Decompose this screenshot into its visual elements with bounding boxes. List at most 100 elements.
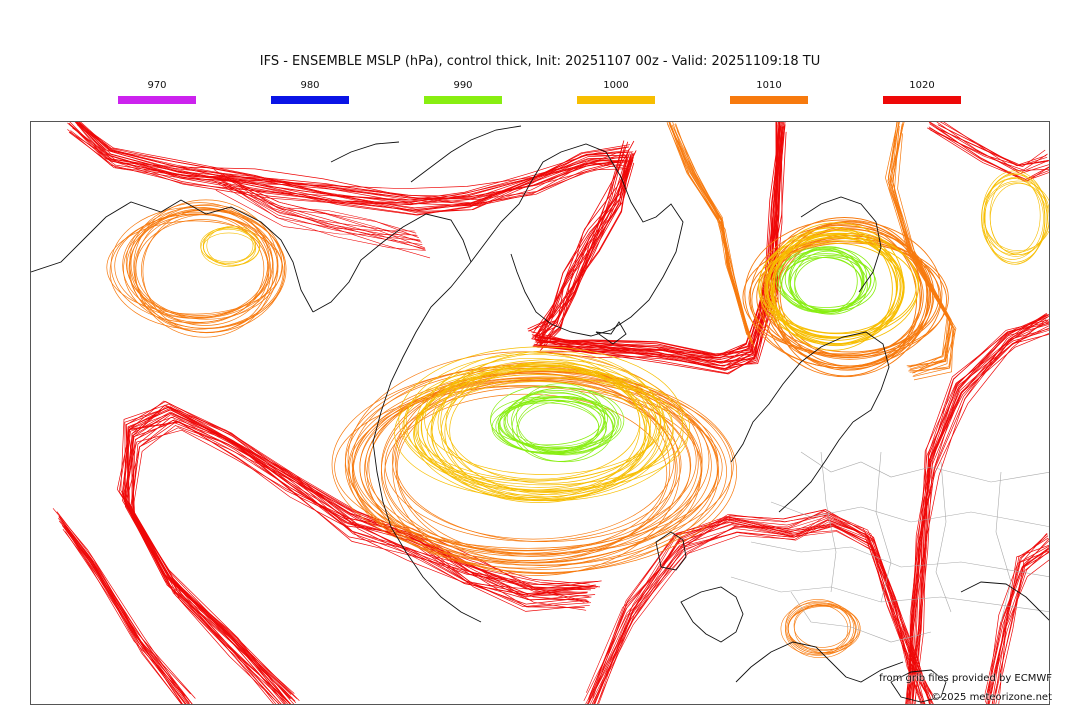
legend-item-990: 990 <box>424 80 502 104</box>
isobar-line <box>539 122 778 356</box>
isobar-line <box>65 531 191 695</box>
isobar-contour <box>498 399 608 454</box>
isobar-line <box>669 125 747 335</box>
isobar-contour <box>416 374 658 481</box>
isobar-line <box>539 132 783 357</box>
isobar-line <box>592 519 934 699</box>
isobar-contour <box>351 371 738 573</box>
isobar-line <box>914 334 1049 704</box>
isobar-contour <box>497 395 618 449</box>
isobar-contour <box>431 364 647 503</box>
isobar-line <box>912 329 1049 704</box>
isobar-line <box>907 312 1047 700</box>
isobar-line <box>537 122 781 367</box>
isobar-line <box>910 321 1049 704</box>
isobar-line <box>527 143 624 330</box>
isobar-contour <box>744 219 943 369</box>
isobar-contour <box>981 178 1044 260</box>
isobar-low-norway-core <box>775 246 877 315</box>
isobar-contour <box>794 603 855 653</box>
isobar-contour <box>353 376 734 555</box>
legend-label: 980 <box>300 80 320 91</box>
isobar-contour <box>395 372 671 563</box>
isobar-line <box>129 420 588 694</box>
isobar-line <box>116 421 585 704</box>
isobar-line <box>936 122 1049 174</box>
isobar-bundle-north-arc <box>67 122 634 216</box>
isobar-line <box>132 404 597 699</box>
isobar-contour <box>516 383 606 453</box>
legend-label: 1000 <box>603 80 629 91</box>
isobar-bundle-alaska-north <box>212 169 431 259</box>
isobar-contour <box>794 256 868 315</box>
source-credit: from grib files provided by ECMWF <box>879 673 1052 684</box>
isobar-contour <box>780 253 872 308</box>
isobar-line <box>892 125 953 370</box>
isobar-line <box>943 122 1049 172</box>
isobar-line <box>123 409 591 704</box>
isobar-line <box>667 123 750 340</box>
isobar-contour <box>440 350 662 494</box>
isobar-contour <box>398 346 684 493</box>
isobar-contour <box>506 390 608 447</box>
isobar-low-east-corner <box>981 170 1049 265</box>
isobar-contour <box>394 368 669 498</box>
isobar-contour <box>984 172 1046 265</box>
isobar-line <box>889 122 954 381</box>
isobar-line <box>588 517 931 704</box>
isobar-contour <box>347 351 703 569</box>
isobar-contour <box>413 377 689 491</box>
isobar-bundle-west-edge <box>52 508 196 704</box>
isobar-contour <box>789 246 868 311</box>
isobar-contour <box>764 227 902 346</box>
isobar-contour <box>763 223 930 367</box>
legend-label: 1020 <box>909 80 935 91</box>
legend-item-1020: 1020 <box>883 80 961 104</box>
chart-title: IFS - ENSEMBLE MSLP (hPa), control thick… <box>259 54 821 69</box>
isobar-contour <box>781 257 863 313</box>
isobar-contour <box>989 177 1041 254</box>
legend-swatch <box>577 96 655 104</box>
isobar-line <box>987 551 1049 704</box>
isobar-line <box>928 126 1049 180</box>
isobar-bundle-mediterranean <box>583 509 936 704</box>
isobar-bundle-atlantic-high <box>116 400 602 704</box>
isobar-line <box>591 516 924 704</box>
isobar-contour <box>106 220 283 315</box>
legend-swatch <box>883 96 961 104</box>
isobar-line <box>929 122 1049 173</box>
isobar-line <box>541 126 780 364</box>
isobar-contour <box>760 240 917 335</box>
isobar-contour <box>126 214 274 316</box>
coastlines <box>31 125 1049 703</box>
isobar-contour <box>983 174 1049 257</box>
isobar-line <box>534 160 630 337</box>
isobar-contour <box>402 369 690 486</box>
isobar-line <box>991 538 1049 704</box>
isobar-line <box>224 186 419 238</box>
map-panel <box>30 121 1050 705</box>
isobar-contour <box>368 371 703 564</box>
country-borders <box>730 451 1049 643</box>
isobar-line <box>78 122 628 201</box>
isobar-line <box>889 122 957 367</box>
legend-label: 970 <box>147 80 167 91</box>
isobar-line <box>585 510 924 704</box>
isobar-line <box>927 127 1049 182</box>
isobar-contour <box>787 605 857 651</box>
isobar-contour <box>391 380 675 540</box>
isobar-line <box>131 416 592 699</box>
legend-swatch <box>271 96 349 104</box>
isobar-contour <box>777 247 865 313</box>
isobar-bundle-east-edge <box>905 312 1049 704</box>
isobar-contour <box>415 357 647 496</box>
isobar-line <box>905 314 1049 704</box>
isobar-line <box>666 122 749 338</box>
isobar-line <box>76 122 629 210</box>
isobar-line <box>542 125 779 362</box>
isobar-line <box>535 122 779 356</box>
isobar-contour <box>766 242 905 334</box>
isobar-contour <box>142 209 272 334</box>
isobar-line <box>128 406 597 704</box>
isobar-low-alaska <box>106 199 287 338</box>
